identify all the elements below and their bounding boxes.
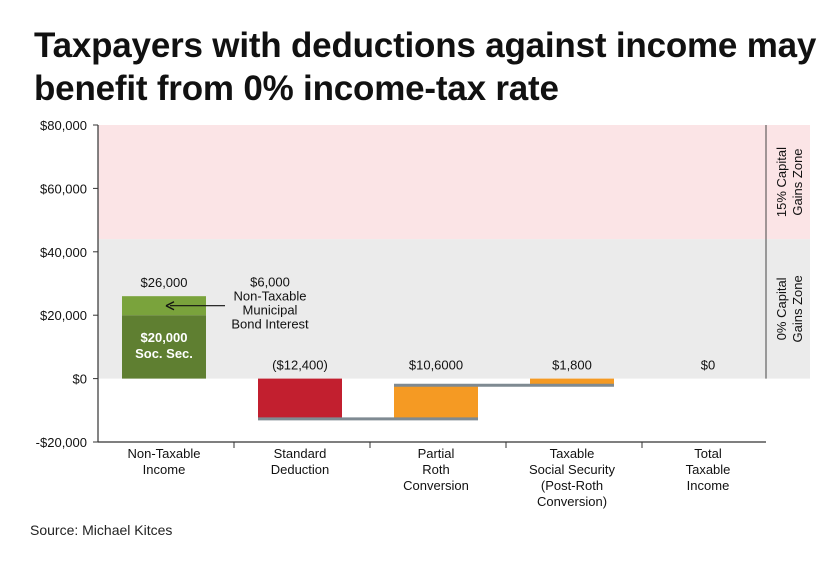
chart-title: Taxpayers with deductions against income…: [34, 24, 824, 110]
chart-title-line-2: benefit from 0% income-tax rate: [34, 69, 559, 108]
category-label-1: Standard Deduction: [271, 446, 330, 477]
bar-label-1: ($12,400): [272, 358, 328, 373]
zone-label-1: 0% CapitalGains Zone: [774, 275, 805, 342]
y-tick-label-3: $20,000: [40, 308, 87, 323]
bar-label-4: $0: [701, 358, 715, 373]
category-label-0: Non-Taxable Income: [128, 446, 201, 477]
zone-band-0: [98, 125, 810, 240]
soc-sec-annotation: $20,000 Soc. Sec.: [135, 330, 193, 361]
bar-3: [530, 378, 614, 385]
y-tick-label-2: $40,000: [40, 245, 87, 260]
bar-2: [394, 384, 478, 418]
bar-label-0: $26,000: [141, 275, 188, 290]
bar-label-3: $1,800: [552, 358, 592, 373]
source-note: Source: Michael Kitces: [30, 522, 173, 538]
y-tick-label-4: $0: [73, 372, 87, 387]
muni-arrow-head: [165, 301, 175, 311]
chart-title-line-1: Taxpayers with deductions against income…: [34, 26, 817, 65]
zone-band-1: [98, 239, 810, 379]
bar-1: [258, 378, 342, 418]
muni-annotation: $6,000 Non-Taxable Municipal Bond Interest: [231, 275, 309, 332]
bar-0-segment-0: [122, 315, 206, 379]
y-tick-label-0: $80,000: [40, 118, 87, 133]
zone-label-0: 15% CapitalGains Zone: [774, 147, 805, 217]
category-label-4: Total Taxable Income: [686, 446, 731, 493]
bar-label-2: $10,6000: [409, 358, 463, 373]
category-label-2: Partial Roth Conversion: [403, 446, 469, 493]
category-label-3: Taxable Social Security (Post-Roth Conversi…: [529, 446, 615, 509]
y-tick-label-5: -$20,000: [36, 435, 87, 450]
y-tick-label-1: $60,000: [40, 181, 87, 196]
bar-0-segment-1: [122, 296, 206, 316]
